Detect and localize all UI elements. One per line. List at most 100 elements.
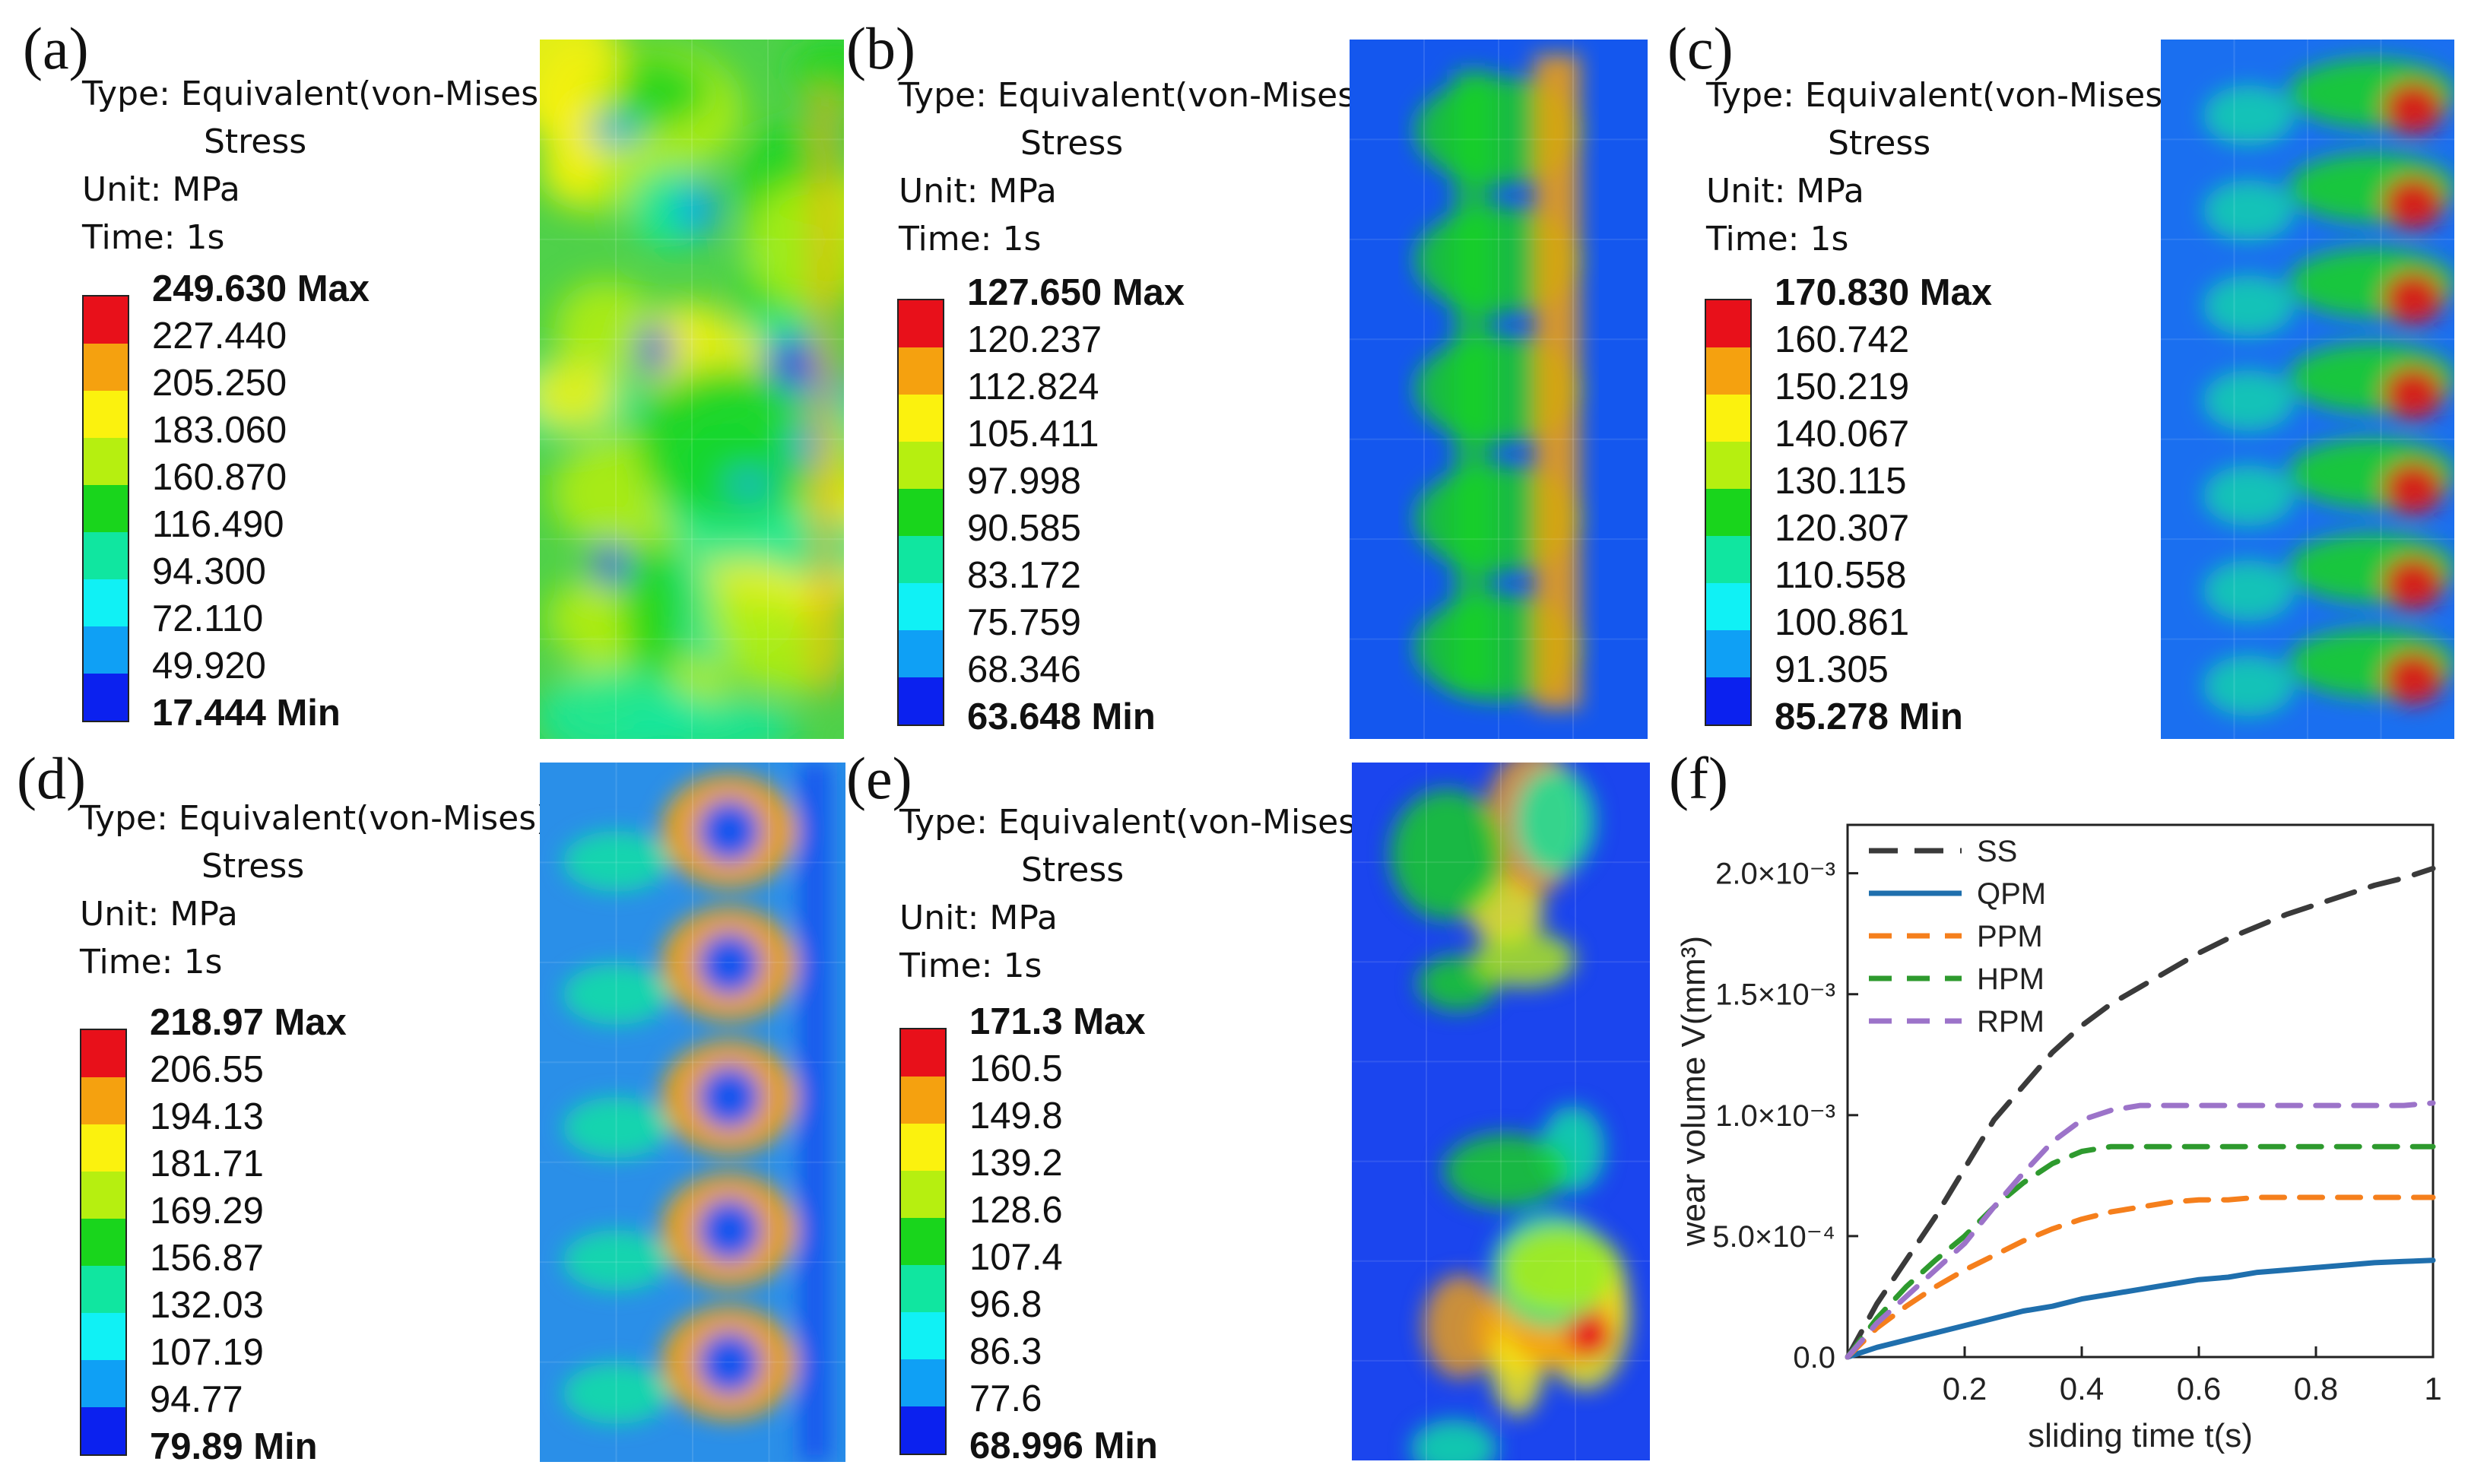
legend-swatch <box>84 391 128 438</box>
legend-value: 127.650 Max <box>967 272 1185 313</box>
legend-swatch <box>1706 300 1750 347</box>
legend-swatch <box>81 1172 125 1219</box>
legend-swatch <box>899 536 943 583</box>
legend-value: 206.55 <box>150 1049 264 1090</box>
legend-swatch <box>84 626 128 674</box>
y-tick-label: 1.5×10⁻³ <box>1715 978 1835 1012</box>
legend-value: 86.3 <box>969 1331 1042 1372</box>
panel-label-f: (f) <box>1669 745 1728 811</box>
legend-value: 227.440 <box>152 316 287 357</box>
legend-swatch <box>899 347 943 395</box>
legend-color-bar <box>897 299 944 726</box>
y-tick-label: 1.0×10⁻³ <box>1715 1099 1835 1133</box>
legend-swatch <box>84 579 128 626</box>
legend-label-hpm: HPM <box>1977 962 2045 996</box>
series-line-rpm <box>1845 1100 2436 1360</box>
type-label-cont: Stress <box>1020 124 1124 163</box>
stress-info-b: Type: Equivalent(von-Mises) Stress Unit: M… <box>899 71 1368 263</box>
time-label: Time: 1s <box>82 218 225 257</box>
wear-volume-chart: 0.2 0.4 0.6 0.8 1 0.0 5.0×10⁻⁴ 1.0×10⁻³ 1.5×10⁻³… <box>1675 823 2442 1454</box>
legend-value: 110.558 <box>1775 555 1907 596</box>
unit-label: Unit: MPa <box>899 899 1058 937</box>
legend-swatch <box>84 485 128 532</box>
time-label: Time: 1s <box>899 220 1042 258</box>
time-label: Time: 1s <box>1706 220 1849 258</box>
legend-color-bar <box>82 295 129 722</box>
x-tick-label: 1 <box>2424 1371 2441 1406</box>
legend-value: 132.03 <box>150 1285 264 1326</box>
legend-swatch <box>901 1124 945 1171</box>
stress-contour-image-b <box>1350 40 1648 739</box>
legend-swatch <box>899 677 943 725</box>
legend-value: 94.300 <box>152 551 266 592</box>
legend-value: 94.77 <box>150 1379 243 1420</box>
type-label: Type: Equivalent(von-Mises) <box>80 799 550 838</box>
stress-info-a: Type: Equivalent(von-Mises) Stress Unit: M… <box>82 70 551 262</box>
legend-value: 17.444 Min <box>152 693 341 734</box>
legend-swatch <box>81 1266 125 1313</box>
stress-info-c: Type: Equivalent(von-Mises) Stress Unit: M… <box>1706 71 2175 263</box>
legend-swatch <box>899 395 943 442</box>
x-tick-label: 0.4 <box>2060 1371 2104 1406</box>
x-tick-label: 0.6 <box>2177 1371 2221 1406</box>
legend-swatch <box>899 583 943 630</box>
legend-value: 90.585 <box>967 508 1081 549</box>
legend-value: 120.307 <box>1775 508 1910 549</box>
y-tick-label: 0.0 <box>1793 1341 1835 1375</box>
legend-swatch <box>81 1407 125 1454</box>
legend-value: 83.172 <box>967 555 1081 596</box>
legend-value: 170.830 Max <box>1775 272 1993 313</box>
type-label-cont: Stress <box>201 847 305 886</box>
stress-contour-image-e <box>1352 763 1650 1460</box>
type-label-cont: Stress <box>204 122 307 161</box>
series-line-ss <box>1845 865 2436 1360</box>
y-tick-label: 2.0×10⁻³ <box>1715 858 1835 891</box>
legend-value: 130.115 <box>1775 461 1907 502</box>
legend-value: 160.5 <box>969 1048 1063 1089</box>
legend-value: 150.219 <box>1775 366 1910 407</box>
type-label-cont: Stress <box>1021 851 1125 889</box>
type-label: Type: Equivalent(von-Mises) <box>899 803 1369 842</box>
legend-value: 63.648 Min <box>967 696 1156 737</box>
panel-label-b: (b) <box>846 15 915 81</box>
legend-value: 96.8 <box>969 1284 1042 1325</box>
series-line-ppm <box>1845 1194 2436 1360</box>
stress-contour-image-c <box>2161 40 2454 739</box>
legend-value: 75.759 <box>967 602 1081 643</box>
legend-swatch <box>84 674 128 721</box>
type-label: Type: Equivalent(von-Mises) <box>899 76 1369 115</box>
legend-label-ss: SS <box>1977 835 2017 868</box>
series-line-qpm <box>1845 1257 2436 1360</box>
legend-value: 128.6 <box>969 1190 1063 1231</box>
legend-swatch <box>901 1406 945 1454</box>
legend-value: 160.870 <box>152 457 287 498</box>
legend-value: 68.996 Min <box>969 1425 1158 1467</box>
panel-label-d: (d) <box>17 745 86 811</box>
legend-swatch <box>1706 677 1750 725</box>
legend-value: 149.8 <box>969 1096 1063 1137</box>
legend-value: 72.110 <box>152 598 264 639</box>
type-label-cont: Stress <box>1828 124 1931 163</box>
x-tick-label: 0.8 <box>2294 1371 2338 1406</box>
legend-value: 85.278 Min <box>1775 696 1963 737</box>
legend-label-rpm: RPM <box>1977 1005 2045 1038</box>
legend-color-bar <box>1705 299 1752 726</box>
legend-swatch <box>901 1265 945 1312</box>
x-axis-label: sliding time t(s) <box>2028 1417 2253 1454</box>
legend-value: 160.742 <box>1775 319 1910 360</box>
y-tick-label: 5.0×10⁻⁴ <box>1712 1220 1835 1254</box>
legend-swatch <box>901 1171 945 1218</box>
y-axis-label: wear volume V(mm³) <box>1675 936 1712 1247</box>
legend-swatch <box>1706 442 1750 489</box>
legend-swatch <box>84 344 128 391</box>
panel-label-c: (c) <box>1667 15 1734 81</box>
legend-swatch <box>1706 536 1750 583</box>
legend-value: 68.346 <box>967 649 1081 690</box>
type-label: Type: Equivalent(von-Mises) <box>1706 76 2176 115</box>
legend-value: 194.13 <box>150 1096 264 1137</box>
legend-value: 249.630 Max <box>152 268 370 309</box>
stress-info-e: Type: Equivalent(von-Mises) Stress Unit: M… <box>899 798 1369 990</box>
legend-swatch <box>901 1029 945 1077</box>
legend-swatch <box>84 532 128 579</box>
legend-value: 205.250 <box>152 363 287 404</box>
